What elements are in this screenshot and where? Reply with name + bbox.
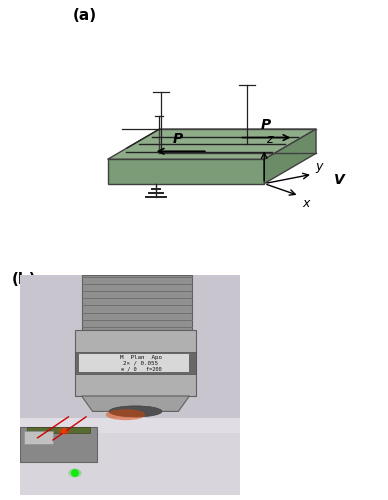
Text: y: y: [315, 160, 322, 173]
Text: (a): (a): [73, 8, 97, 23]
Polygon shape: [20, 418, 240, 495]
Polygon shape: [75, 330, 196, 396]
Polygon shape: [20, 275, 240, 429]
Polygon shape: [20, 275, 240, 495]
Circle shape: [71, 469, 79, 477]
Polygon shape: [20, 427, 97, 462]
Polygon shape: [107, 160, 264, 184]
Text: ∞ / 0   f=200: ∞ / 0 f=200: [121, 366, 161, 372]
Text: 2× / 0.055: 2× / 0.055: [123, 361, 158, 366]
Text: V: V: [334, 172, 345, 186]
Polygon shape: [24, 431, 53, 444]
Polygon shape: [264, 129, 316, 184]
Text: z: z: [265, 133, 272, 146]
Text: P: P: [261, 118, 271, 132]
Circle shape: [61, 428, 67, 434]
Ellipse shape: [106, 409, 146, 420]
Text: P: P: [172, 132, 182, 145]
Text: (b): (b): [12, 272, 36, 287]
Polygon shape: [81, 275, 192, 330]
Polygon shape: [80, 354, 189, 372]
Polygon shape: [20, 418, 240, 434]
Ellipse shape: [57, 428, 71, 435]
Text: M  Plan  Apo: M Plan Apo: [120, 355, 162, 360]
Text: x: x: [303, 197, 310, 210]
Ellipse shape: [68, 468, 81, 477]
Polygon shape: [81, 396, 189, 411]
Ellipse shape: [109, 406, 162, 417]
Polygon shape: [107, 129, 316, 160]
Polygon shape: [75, 352, 196, 374]
Polygon shape: [27, 427, 90, 434]
